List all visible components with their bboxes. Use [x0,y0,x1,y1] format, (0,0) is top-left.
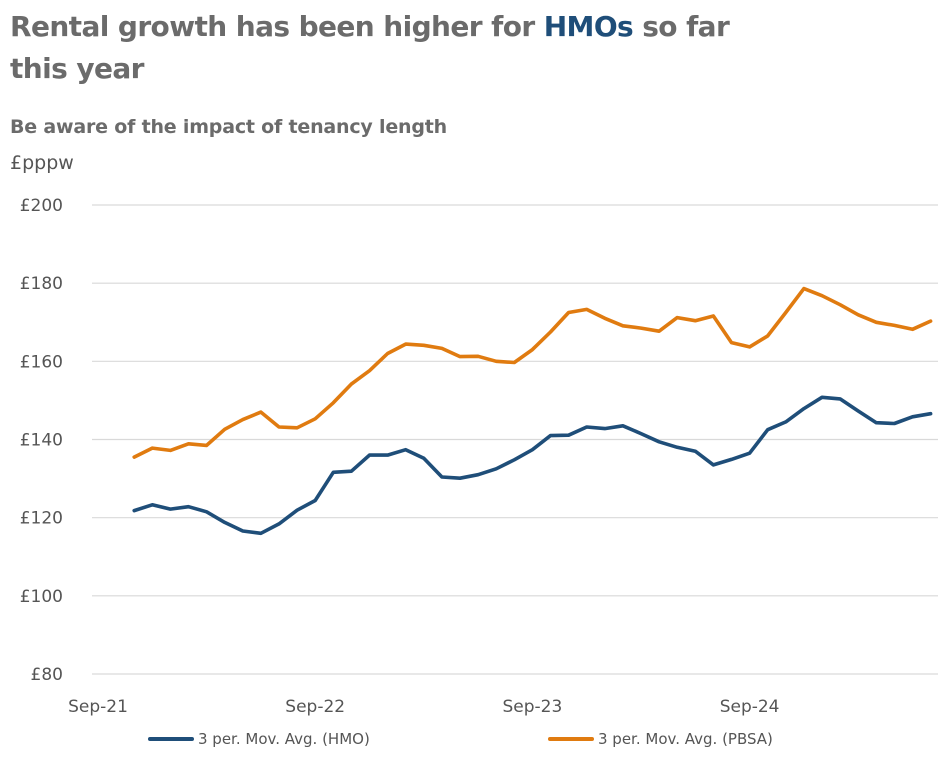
title-highlight: HMOs [543,10,634,43]
y-tick-label: £120 [20,509,63,529]
x-tick-label: Sep-21 [68,697,128,717]
chart-legend: 3 per. Mov. Avg. (HMO) 3 per. Mov. Avg. … [0,730,940,758]
legend-swatch-pbsa [548,737,594,741]
y-tick-label: £180 [20,274,63,294]
y-axis-unit-label: £pppw [10,152,74,174]
y-tick-label: £80 [31,665,63,685]
y-tick-label: £200 [20,196,63,216]
legend-label-hmo: 3 per. Mov. Avg. (HMO) [198,730,370,748]
x-axis-ticks: Sep-21 Sep-22 Sep-23 Sep-24 [68,697,779,717]
series-line-hmo [132,395,933,536]
x-tick-label: Sep-24 [720,697,780,717]
line-chart: £80 £100 £120 £140 £160 £180 £200 Sep-21 Sep-22… [20,196,938,717]
y-axis-ticks: £80 £100 £120 £140 £160 £180 £200 [20,196,63,685]
series-lines [132,286,933,536]
x-tick-label: Sep-23 [502,697,562,717]
chart-subtitle: Be aware of the impact of tenancy length [10,116,447,138]
y-tick-label: £100 [20,587,63,607]
y-tick-label: £140 [20,431,63,451]
legend-swatch-hmo [148,737,194,741]
legend-label-pbsa: 3 per. Mov. Avg. (PBSA) [598,730,773,748]
legend-item-pbsa: 3 per. Mov. Avg. (PBSA) [548,730,773,748]
gridlines [92,204,938,675]
chart-title: Rental growth has been higher for HMOs s… [10,6,770,90]
y-tick-label: £160 [20,352,63,372]
legend-item-hmo: 3 per. Mov. Avg. (HMO) [148,730,370,748]
title-text-end: so far this year [10,10,730,85]
title-text-start: Rental growth has been higher for [10,10,544,43]
series-line-pbsa [132,286,933,459]
x-tick-label: Sep-22 [285,697,345,717]
